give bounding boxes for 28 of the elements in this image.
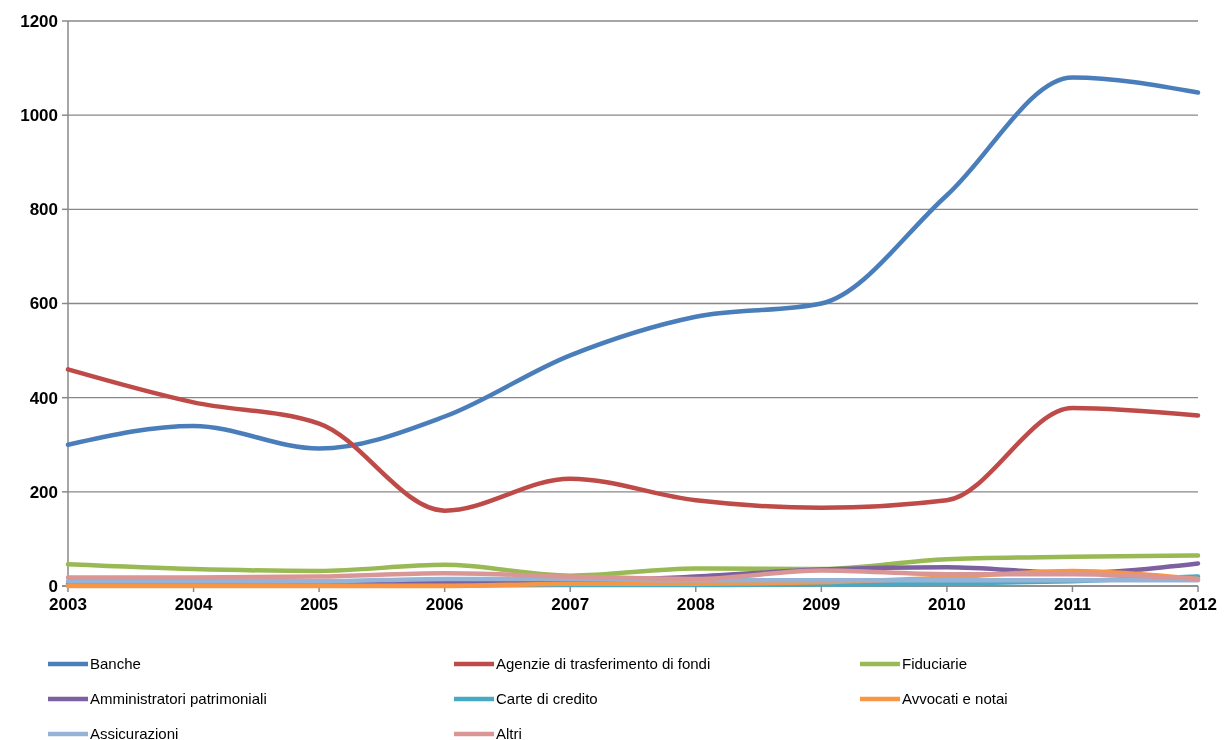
legend-label: Avvocati e notai <box>902 690 1008 708</box>
line-series <box>65 367 1201 513</box>
y-tick-label: 1200 <box>20 11 58 31</box>
x-tick-label: 2011 <box>1054 595 1091 614</box>
y-tick-label: 200 <box>29 482 58 502</box>
x-tick-label: 2006 <box>425 595 464 614</box>
y-tick-label: 400 <box>29 388 58 408</box>
x-tick-label: 2005 <box>300 595 339 614</box>
x-tick-label: 2003 <box>49 595 87 614</box>
x-tick-label: 2007 <box>551 595 590 614</box>
legend-label: Fiduciarie <box>902 655 968 673</box>
legend-label: Banche <box>90 655 141 673</box>
legend-label: Amministratori patrimoniali <box>90 690 267 708</box>
y-tick-label: 0 <box>48 576 58 596</box>
line-series <box>65 75 1201 451</box>
x-tick-label: 2010 <box>927 595 966 614</box>
y-tick-label: 600 <box>29 294 58 314</box>
legend-label: Altri <box>496 725 522 740</box>
legend-label: Carte di credito <box>496 690 598 708</box>
x-tick-label: 2008 <box>676 595 715 614</box>
line-series <box>65 568 1201 582</box>
y-tick-label: 800 <box>29 200 58 220</box>
x-tick-label: 2004 <box>174 595 214 614</box>
x-tick-label: 2012 <box>1179 595 1217 614</box>
legend-label: Agenzie di trasferimento di fondi <box>496 655 711 673</box>
x-tick-label: 2009 <box>802 595 841 614</box>
y-tick-label: 1000 <box>20 106 58 126</box>
legend-label: Assicurazioni <box>90 725 179 740</box>
